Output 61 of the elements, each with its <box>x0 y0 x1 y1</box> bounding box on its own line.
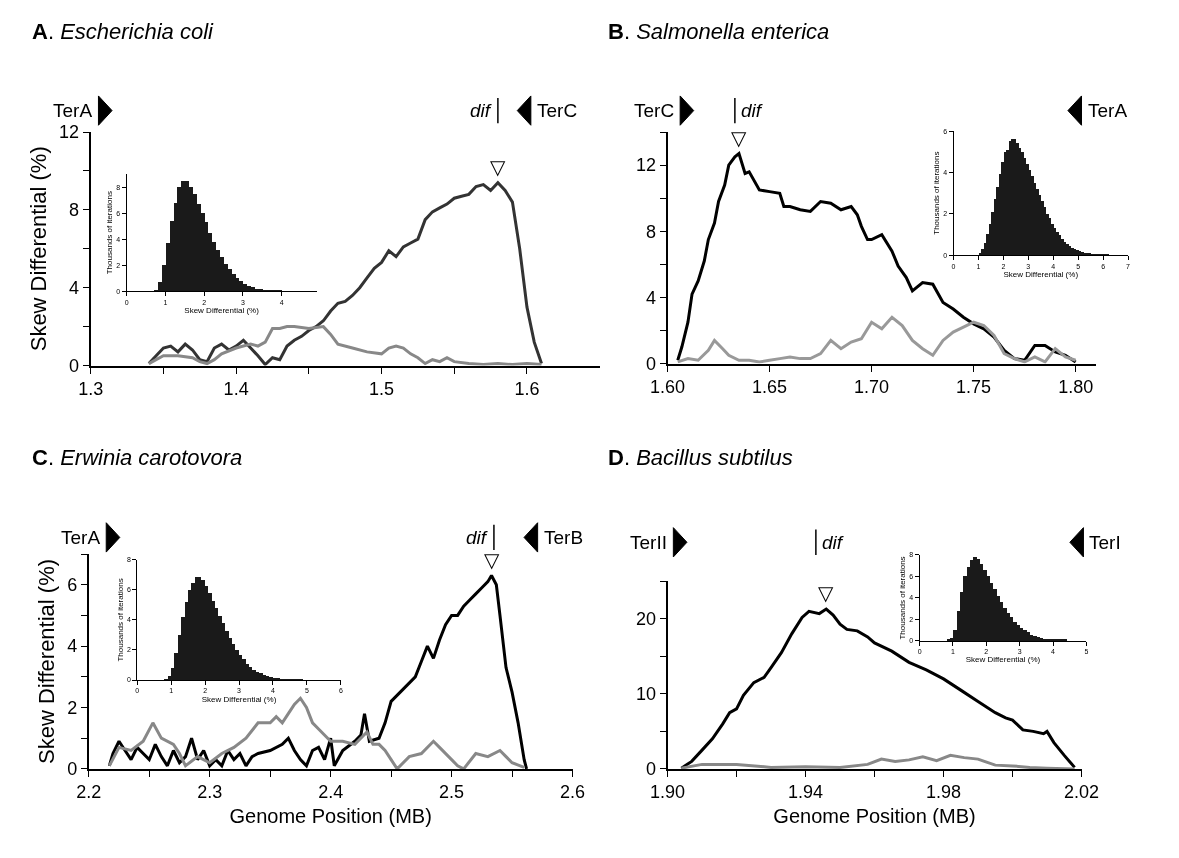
text: TerA <box>61 527 101 548</box>
x-axis-title: Skew Differential (%) <box>184 305 260 315</box>
x-tick-label: 2.2 <box>76 782 102 803</box>
y-tick-label: 12 <box>59 122 80 143</box>
x-tick-label: 1.60 <box>650 377 686 398</box>
x-axis-title: Skew Differential (%) <box>965 655 1041 665</box>
x-tick-label: 2.5 <box>439 782 465 803</box>
annotation: ▽ <box>484 549 500 571</box>
chart-title: C. Erwinia carotovora <box>32 445 243 470</box>
chart-title: A. Escherichia coli <box>32 19 215 44</box>
x-tick-label: 1.4 <box>223 379 249 400</box>
y-axis-title: Thousands of iterations <box>931 151 941 235</box>
text: TerB <box>544 527 584 548</box>
chart-title: D. Bacillus subtilus <box>608 445 793 470</box>
text: TerA <box>53 100 93 121</box>
x-tick-label: 1.75 <box>956 377 992 398</box>
text: TerII <box>630 532 667 553</box>
annotation: ▽ <box>731 127 747 149</box>
x-tick-label: 1.65 <box>752 377 788 398</box>
y-tick-label: 0 <box>67 759 78 780</box>
x-tick-label: 1.80 <box>1058 377 1094 398</box>
x-axis-title: Skew Differential (%) <box>201 694 277 704</box>
y-tick-label: 0 <box>645 759 656 780</box>
y-axis-title: Skew Differential (%) <box>26 146 52 352</box>
ref-line-label: dif <box>466 527 488 548</box>
y-tick-label: 8 <box>645 221 656 242</box>
text: TerA <box>1088 100 1128 121</box>
x-tick-label: 1.5 <box>369 379 395 400</box>
chart-title: B. Salmonella enterica <box>608 19 830 44</box>
x-tick-label: 1.98 <box>925 782 962 803</box>
x-tick-label: 2.6 <box>560 782 586 803</box>
x-tick-label: 1.3 <box>78 379 104 400</box>
y-tick-label: 0 <box>69 355 80 376</box>
x-tick-label: 1.6 <box>514 379 540 400</box>
x-axis-title: Genome Position (MB) <box>773 805 976 828</box>
x-tick-label: 2.3 <box>197 782 223 803</box>
annotation: ▽ <box>490 156 506 178</box>
annotation: ▽ <box>818 582 834 604</box>
y-tick-label: 8 <box>69 200 80 221</box>
y-tick-label: 0 <box>645 353 656 374</box>
x-tick-label: 2.4 <box>318 782 344 803</box>
y-tick-label: 6 <box>67 575 78 596</box>
x-tick-label: 1.94 <box>788 782 824 803</box>
x-tick-label: 1.90 <box>650 782 686 803</box>
y-axis-title: Thousands of iterations <box>115 578 125 662</box>
y-tick-label: 20 <box>635 609 656 630</box>
ref-line-label: dif <box>470 100 492 121</box>
y-axis-title: Thousands of iterations <box>898 556 907 640</box>
ref-line-label: dif <box>741 100 763 121</box>
text: TerI <box>1089 532 1121 553</box>
ref-line-label: dif <box>822 532 844 553</box>
y-axis-title: Skew Differential (%) <box>34 558 60 764</box>
x-axis-title: Genome Position (MB) <box>229 805 432 828</box>
x-tick-label: 1.70 <box>854 377 890 398</box>
y-tick-label: 10 <box>635 684 656 705</box>
y-axis-title: Thousands of iterations <box>104 191 114 275</box>
x-axis-title: Skew Differential (%) <box>1003 269 1079 279</box>
x-tick-label: 2.02 <box>1063 782 1100 803</box>
text: TerC <box>537 100 578 121</box>
text: TerC <box>634 100 675 121</box>
y-tick-label: 12 <box>635 155 656 176</box>
